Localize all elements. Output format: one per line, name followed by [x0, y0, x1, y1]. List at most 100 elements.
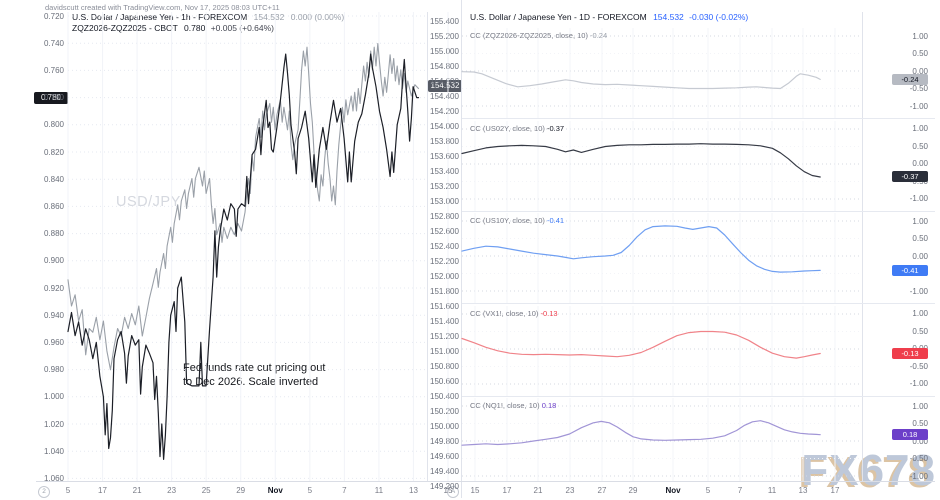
cc-label-text: CC (US10Y, close, 10): [470, 216, 545, 225]
spread-scale-label: 1.060: [43, 473, 64, 483]
cc-scale-label: 1.00: [912, 31, 928, 41]
legend-change: +0.005 (+0.64%): [210, 23, 275, 33]
legend-row-zq-spread[interactable]: ZQZ2026-ZQZ2025 - CBOT 0.780 +0.005 (+0.…: [72, 23, 274, 33]
cc-scale-label: 0.50: [912, 141, 928, 151]
legend-symbol: U.S. Dollar / Japanese Yen - 1D - FOREXC…: [470, 12, 647, 22]
price-scale-label: 155.000: [430, 46, 459, 56]
cc-last-value-badge: -0.41: [892, 264, 928, 276]
time-tick-label: 17: [502, 486, 512, 495]
pane-separator: [462, 118, 935, 119]
spread-scale-label: 0.940: [43, 310, 64, 320]
time-tick-label: 5: [65, 486, 71, 495]
cc-line: [461, 225, 821, 273]
cc-pane-svg[interactable]: [461, 305, 864, 396]
price-scale-label: 151.000: [430, 346, 459, 356]
spread-scale-label: 0.980: [43, 365, 64, 375]
time-tick-label: 21: [533, 486, 543, 495]
price-scale-label: 149.200: [430, 481, 459, 491]
cc-scale-label: 0.50: [912, 419, 928, 428]
time-tick-label: 27: [597, 486, 607, 495]
price-scale-label: 153.800: [430, 136, 459, 146]
time-tick-label: 11: [767, 486, 777, 495]
time-tick-label: Nov: [267, 486, 283, 495]
cc-pane-label[interactable]: CC (VX1!, close, 10) -0.13: [470, 309, 558, 318]
legend-change: 0.000 (0.00%): [290, 12, 345, 22]
spread-scale-label: 0.720: [43, 11, 64, 21]
price-scale-label: 154.600: [430, 76, 459, 86]
spread-scale-label: 0.880: [43, 229, 64, 239]
cc-last-value-badge: 0.18: [892, 429, 928, 441]
cc-scale-label: 0.00: [912, 251, 928, 261]
cc-scale-label: -1.00: [909, 101, 928, 111]
price-scale-label: 150.600: [430, 376, 459, 386]
legend-change: -0.030 (-0.02%): [689, 12, 749, 22]
cc-pane-svg[interactable]: [461, 213, 864, 303]
cc-scale-label: -0.50: [909, 84, 928, 93]
price-scale-label: 149.400: [430, 466, 459, 476]
cc-pane-label[interactable]: CC (US02Y, close, 10) -0.37: [470, 124, 564, 133]
annotation-line-2: to Dec 2026. Scale inverted: [183, 376, 319, 388]
time-tick-label: 25: [201, 486, 211, 495]
cc-scale-label: 1.00: [912, 124, 928, 133]
cc-pane-svg[interactable]: [461, 28, 864, 118]
price-scale-label: 151.600: [430, 301, 459, 311]
time-tick-label: 15: [470, 486, 480, 495]
annotation-text[interactable]: Fed funds rate cut pricing out to Dec 20…: [183, 361, 325, 389]
spread-scale-label: 1.020: [43, 419, 64, 429]
price-scale-label: 152.400: [430, 241, 459, 251]
price-scale-label: 155.400: [430, 16, 459, 26]
spread-scale-label: 0.860: [43, 201, 64, 211]
cc-last-value-badge: -0.24: [892, 73, 928, 85]
price-scale-label: 153.400: [430, 166, 459, 176]
price-scale-label: 152.600: [430, 226, 459, 236]
cc-pane-label[interactable]: CC (NQ1!, close, 10) 0.18: [470, 401, 556, 410]
spread-scale-label: 0.740: [43, 38, 64, 48]
time-tick-label: 11: [374, 486, 384, 495]
cc-label-value: -0.24: [587, 31, 608, 40]
spread-scale-label: 0.800: [43, 120, 64, 130]
time-tick-label: 29: [628, 486, 638, 495]
price-scale-label: 152.200: [430, 256, 459, 266]
cc-label-text: CC (US02Y, close, 10): [470, 123, 545, 133]
spread-scale-label: 0.920: [43, 283, 64, 293]
spread-scale-label: 0.960: [43, 337, 64, 347]
legend-symbol: U.S. Dollar / Japanese Yen - 1h - FOREXC…: [72, 12, 248, 22]
cc-pane-svg[interactable]: [461, 398, 864, 481]
right-scale-divider: [862, 12, 863, 481]
cc-scale-label: 0.50: [912, 49, 928, 58]
spread-scale-label: 1.000: [43, 392, 64, 402]
legend-symbol: ZQZ2026-ZQZ2025 - CBOT: [72, 23, 178, 33]
price-scale-label: 149.800: [430, 436, 459, 446]
time-tick-label: 17: [98, 486, 107, 495]
cc-scale-label: 0.00: [912, 66, 928, 76]
time-tick-label: 5: [705, 486, 711, 495]
time-tick-label: 5: [307, 486, 313, 495]
pane-separator: [462, 395, 935, 397]
legend-row-usdjpy-1h[interactable]: U.S. Dollar / Japanese Yen - 1h - FOREXC…: [72, 12, 344, 22]
cc-scale-label: 0.50: [912, 326, 928, 336]
time-tick-label: 17: [830, 486, 840, 495]
time-tick-label: 23: [565, 486, 575, 495]
price-scale-label: 150.800: [430, 361, 459, 371]
left-chart-svg[interactable]: [67, 12, 449, 481]
price-scale-label: 151.200: [430, 331, 459, 341]
price-scale-label: 150.000: [430, 421, 459, 431]
cc-scale-label: -1.00: [909, 471, 928, 481]
price-scale-label: 151.800: [430, 286, 459, 296]
pane-separator: [462, 210, 935, 212]
spread-scale-label: 0.780: [43, 93, 64, 103]
time-tick-label: 29: [236, 486, 246, 495]
price-scale-label: 155.200: [430, 31, 459, 41]
cc-pane-label[interactable]: CC (ZQZ2026-ZQZ2025, close, 10) -0.24: [470, 31, 607, 40]
price-scale-label: 151.400: [430, 316, 459, 326]
cc-pane-label[interactable]: CC (US10Y, close, 10) -0.41: [470, 216, 564, 225]
price-scale-label: 150.400: [430, 391, 459, 401]
time-tick-label: 13: [409, 486, 418, 495]
attribution-text: davidscutt created with TradingView.com,…: [45, 3, 280, 12]
time-tick-label: 7: [342, 486, 347, 495]
time-tick-label: 15: [443, 486, 453, 495]
cc-pane-svg[interactable]: [461, 120, 864, 211]
right-panel-legend[interactable]: U.S. Dollar / Japanese Yen - 1D - FOREXC…: [470, 12, 748, 22]
cc-scale-label: -0.50: [909, 361, 928, 371]
